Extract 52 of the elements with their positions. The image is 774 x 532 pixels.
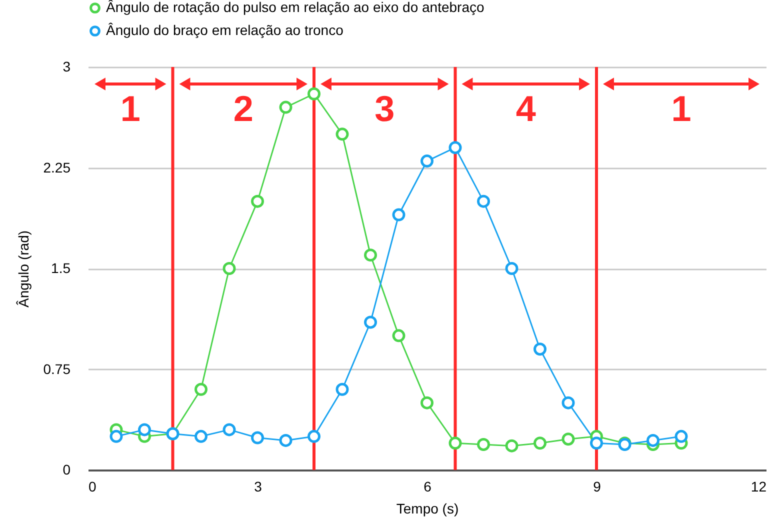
point: [420, 154, 434, 168]
point: [562, 396, 575, 410]
y-axis-title: Ângulo (rad): [15, 230, 32, 308]
point: [364, 316, 377, 329]
point: [505, 262, 518, 275]
point: [336, 382, 349, 396]
point: [251, 431, 264, 444]
point: [420, 396, 434, 410]
point: [279, 100, 292, 114]
y-tick-label: 2.25: [43, 159, 71, 176]
point: [646, 434, 660, 447]
annotation: 1: [671, 88, 692, 129]
point: [251, 194, 264, 208]
x-tick-label: 6: [424, 478, 432, 494]
point: [392, 329, 406, 342]
point: [477, 194, 490, 208]
x-tick-label: 3: [254, 478, 262, 494]
x-tick-label: 12: [750, 478, 767, 494]
point: [222, 423, 236, 436]
annotation: 3: [374, 88, 395, 129]
y-tick-label: 0: [62, 462, 71, 478]
point: [279, 434, 292, 447]
annotation: 2: [233, 88, 254, 129]
point: [674, 430, 688, 443]
point: [222, 262, 236, 275]
point: [477, 438, 490, 451]
x-tick-label: 0: [88, 478, 96, 494]
point: [308, 430, 320, 443]
point: [194, 382, 208, 396]
point: [138, 423, 151, 436]
point: [448, 436, 462, 450]
point: [364, 248, 377, 262]
annotation: 4: [516, 88, 536, 129]
y-tick-label: 1.5: [51, 260, 71, 276]
point: [590, 436, 603, 450]
legend-label: Ângulo do braço em relação ao tronco: [106, 22, 344, 38]
point: [562, 432, 575, 446]
annotation: 1: [120, 88, 140, 129]
point: [308, 87, 320, 100]
point: [194, 430, 208, 443]
x-tick-label: 9: [593, 478, 602, 494]
point: [505, 439, 518, 452]
point: [336, 128, 349, 141]
point: [110, 430, 123, 443]
legend-label: Ângulo de rotação do pulso em relação ao eixo do antebraço: [106, 0, 484, 15]
x-axis-title: Tempo (s): [396, 500, 459, 516]
y-tick-label: 3: [62, 58, 71, 74]
point: [534, 342, 546, 356]
point: [448, 141, 462, 154]
y-tick-label: 0.75: [43, 360, 71, 377]
point: [392, 208, 406, 222]
point: [534, 436, 546, 450]
